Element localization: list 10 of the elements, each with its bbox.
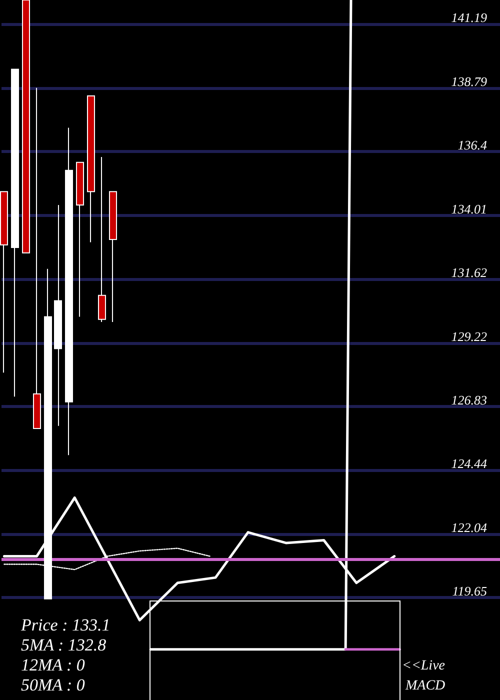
y-tick-label: 131.62 <box>451 264 488 280</box>
y-tick-label: 136.4 <box>458 138 488 153</box>
y-tick-label: 129.22 <box>451 328 488 344</box>
y-tick-label: 141.19 <box>451 10 488 26</box>
y-tick-label: 122.04 <box>451 520 488 535</box>
y-tick-label: 124.44 <box>451 456 488 472</box>
y-tick-label: 138.79 <box>451 74 488 90</box>
y-tick-label: 126.83 <box>451 392 488 408</box>
y-tick-label: 134.01 <box>451 201 487 216</box>
y-tick-label: 119.65 <box>452 584 488 599</box>
